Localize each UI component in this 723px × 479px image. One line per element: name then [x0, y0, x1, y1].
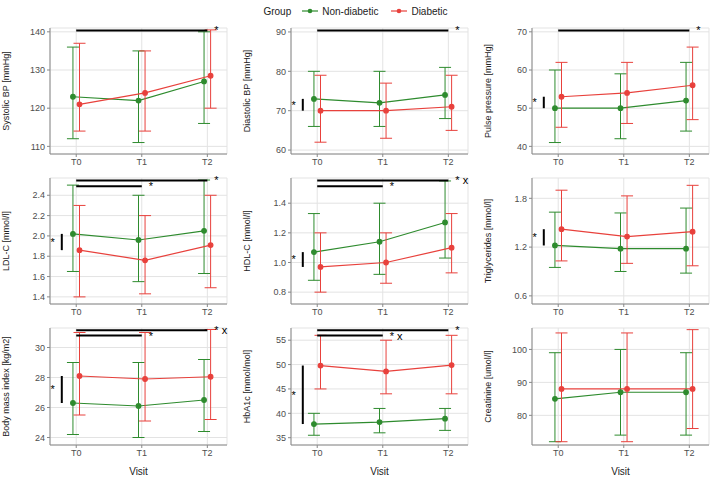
svg-text:T2: T2 — [684, 307, 695, 317]
svg-text:T1: T1 — [378, 448, 389, 458]
svg-text:*: * — [696, 24, 701, 36]
svg-text:130: 130 — [30, 65, 45, 75]
svg-text:* x: * x — [390, 330, 403, 342]
svg-text:*: * — [455, 324, 460, 336]
svg-text:Systolic BP [mmHg]: Systolic BP [mmHg] — [8, 51, 11, 130]
svg-text:T2: T2 — [684, 448, 695, 458]
svg-text:Creatinine [umol/l]: Creatinine [umol/l] — [483, 350, 493, 423]
svg-text:T0: T0 — [71, 448, 82, 458]
svg-text:T0: T0 — [71, 157, 82, 167]
svg-text:T1: T1 — [619, 307, 630, 317]
svg-text:90: 90 — [276, 27, 286, 37]
svg-text:26: 26 — [35, 403, 45, 413]
svg-text:1.6: 1.6 — [32, 272, 45, 282]
svg-text:T2: T2 — [684, 157, 695, 167]
svg-text:70: 70 — [276, 106, 286, 116]
svg-text:2.0: 2.0 — [32, 231, 45, 241]
svg-text:T1: T1 — [378, 307, 389, 317]
svg-text:*: * — [455, 24, 460, 36]
svg-text:*: * — [533, 231, 538, 243]
svg-text:Body mass index [kg/m2]: Body mass index [kg/m2] — [8, 336, 11, 437]
svg-text:50: 50 — [517, 103, 527, 113]
svg-text:*: * — [390, 180, 395, 192]
svg-text:*: * — [214, 174, 219, 186]
svg-text:T0: T0 — [312, 157, 323, 167]
svg-text:T1: T1 — [619, 448, 630, 458]
svg-text:T2: T2 — [443, 448, 454, 458]
svg-text:T2: T2 — [202, 307, 213, 317]
svg-text:1.8: 1.8 — [32, 251, 45, 261]
svg-text:T0: T0 — [312, 448, 323, 458]
svg-text:*: * — [51, 236, 56, 248]
svg-text:80: 80 — [276, 67, 286, 77]
svg-text:*: * — [292, 389, 297, 401]
svg-text:40: 40 — [517, 142, 527, 152]
svg-text:T2: T2 — [202, 448, 213, 458]
svg-text:T1: T1 — [137, 307, 148, 317]
svg-text:HDL-C [mmol/l]: HDL-C [mmol/l] — [242, 210, 252, 272]
svg-text:1.2: 1.2 — [273, 228, 286, 238]
svg-text:24: 24 — [35, 433, 45, 443]
svg-text:*: * — [292, 99, 297, 111]
svg-text:*: * — [51, 383, 56, 395]
svg-text:Visit: Visit — [370, 466, 389, 477]
svg-text:90: 90 — [517, 378, 527, 388]
svg-text:0.6: 0.6 — [514, 291, 527, 301]
svg-text:Diastolic BP [mmHg]: Diastolic BP [mmHg] — [242, 50, 252, 132]
svg-text:T0: T0 — [71, 307, 82, 317]
svg-text:55: 55 — [276, 335, 286, 345]
svg-text:2.2: 2.2 — [32, 211, 45, 221]
svg-text:140: 140 — [30, 27, 45, 37]
svg-text:T1: T1 — [137, 448, 148, 458]
svg-text:1.0: 1.0 — [273, 258, 286, 268]
svg-text:T2: T2 — [443, 307, 454, 317]
svg-text:T0: T0 — [553, 307, 564, 317]
svg-text:1.4: 1.4 — [32, 292, 45, 302]
svg-text:1.4: 1.4 — [273, 198, 286, 208]
svg-text:70: 70 — [517, 27, 527, 37]
html-text:Diabetic: Diabetic — [411, 5, 448, 17]
svg-text:35: 35 — [276, 433, 286, 443]
svg-text:50: 50 — [276, 360, 286, 370]
svg-text:Visit: Visit — [129, 466, 148, 477]
svg-text:28: 28 — [35, 373, 45, 383]
svg-text:Triglycerides [mmol/l]: Triglycerides [mmol/l] — [483, 199, 493, 284]
svg-text:*: * — [292, 253, 297, 265]
svg-text:30: 30 — [35, 343, 45, 353]
svg-text:* x: * x — [214, 324, 227, 336]
svg-text:T1: T1 — [619, 157, 630, 167]
svg-text:0.8: 0.8 — [273, 287, 286, 297]
svg-text:* x: * x — [455, 174, 468, 186]
svg-text:*: * — [533, 96, 538, 108]
svg-text:T0: T0 — [553, 157, 564, 167]
svg-text:T1: T1 — [137, 157, 148, 167]
svg-text:LDL-C [mmol/l]: LDL-C [mmol/l] — [8, 211, 11, 271]
html-text:Group: Group — [263, 5, 292, 17]
svg-text:T0: T0 — [553, 448, 564, 458]
svg-text:Pulse pressure [mmHg]: Pulse pressure [mmHg] — [483, 44, 493, 138]
svg-text:45: 45 — [276, 384, 286, 394]
svg-text:*: * — [149, 330, 154, 342]
svg-text:T0: T0 — [312, 307, 323, 317]
svg-text:1.2: 1.2 — [514, 242, 527, 252]
svg-text:T2: T2 — [202, 157, 213, 167]
svg-text:T1: T1 — [378, 157, 389, 167]
svg-text:*: * — [214, 24, 219, 36]
svg-text:1.8: 1.8 — [514, 194, 527, 204]
svg-text:60: 60 — [517, 65, 527, 75]
svg-text:120: 120 — [30, 103, 45, 113]
svg-text:Visit: Visit — [611, 466, 630, 477]
svg-text:110: 110 — [31, 142, 45, 152]
svg-text:40: 40 — [276, 409, 286, 419]
svg-text:HbA1c [mmol/mol]: HbA1c [mmol/mol] — [242, 350, 252, 424]
svg-text:T2: T2 — [443, 157, 454, 167]
svg-text:*: * — [149, 180, 154, 192]
svg-text:2.4: 2.4 — [32, 190, 45, 200]
svg-text:80: 80 — [517, 411, 527, 421]
svg-text:60: 60 — [276, 145, 286, 155]
svg-text:100: 100 — [512, 345, 527, 355]
html-text:Non-diabetic: Non-diabetic — [322, 5, 379, 17]
